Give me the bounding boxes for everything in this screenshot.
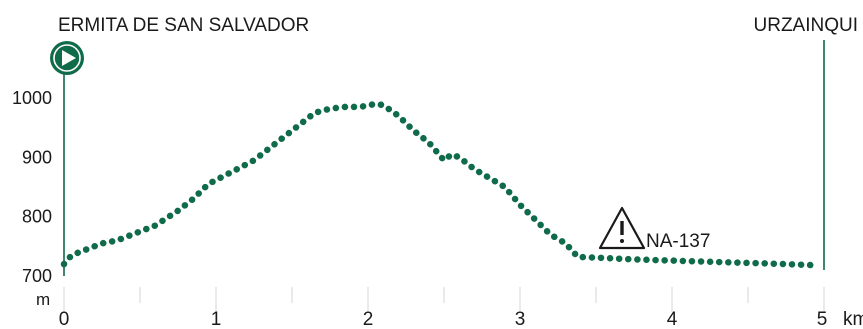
- x-tick-label: 0: [59, 309, 70, 329]
- x-tick-marks: [63, 287, 825, 312]
- x-tick-label: 1: [211, 309, 222, 329]
- elevation-profile-line: [60, 100, 820, 269]
- x-tick-label: 5: [817, 309, 828, 329]
- x-axis-labels: 0 1 2 3 4 5: [59, 309, 828, 329]
- start-label: ERMITA DE SAN SALVADOR: [58, 15, 309, 36]
- y-unit-label: m: [36, 290, 50, 309]
- y-tick-label: 900: [22, 147, 52, 167]
- warning-label: NA-137: [646, 231, 710, 252]
- x-tick-label: 2: [363, 309, 374, 329]
- y-tick-label: 1000: [12, 88, 52, 108]
- x-unit-label: km: [843, 309, 863, 329]
- x-tick-label: 4: [667, 309, 678, 329]
- end-label: URZAINQUI: [754, 15, 859, 36]
- warning-triangle-icon: [598, 206, 646, 250]
- y-axis-labels: 700 800 900 1000: [12, 88, 52, 286]
- x-tick-label: 3: [515, 309, 526, 329]
- y-tick-label: 700: [22, 266, 52, 286]
- y-tick-label: 800: [22, 207, 52, 227]
- play-icon: [50, 41, 84, 75]
